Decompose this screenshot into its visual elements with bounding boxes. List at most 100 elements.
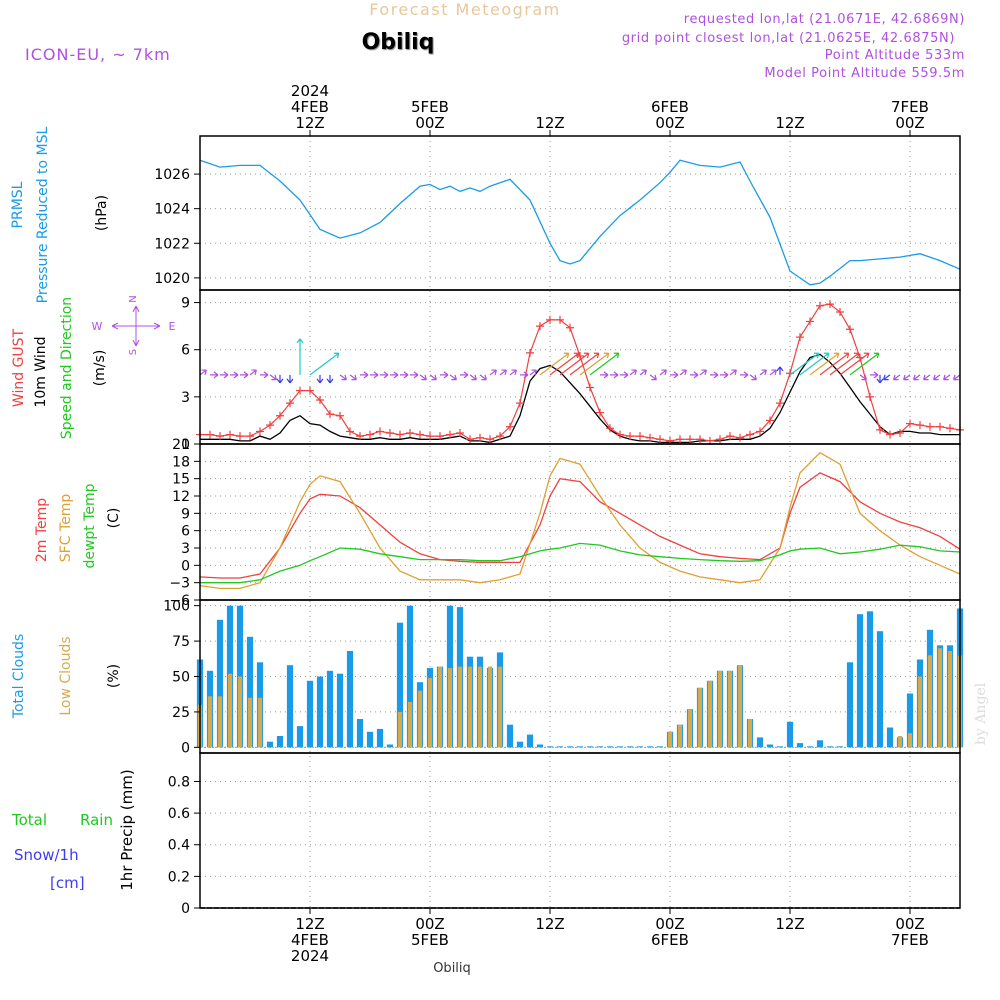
gust-marker xyxy=(316,396,324,404)
wind-direction-arrow xyxy=(769,369,777,376)
gust-marker xyxy=(206,430,214,439)
total-cloud-bar xyxy=(216,619,224,748)
wind-direction-arrow xyxy=(829,352,860,376)
wind-direction-arrow xyxy=(759,369,767,376)
top-time-label: 6FEB xyxy=(651,98,689,116)
wind-direction-arrow xyxy=(776,366,784,375)
gust-marker xyxy=(496,432,504,441)
total-cloud-bar xyxy=(846,662,854,748)
gust-marker xyxy=(506,422,514,431)
wind-direction-arrow xyxy=(589,352,620,376)
gust-marker xyxy=(276,411,284,420)
total-cloud-bar xyxy=(616,746,624,748)
total-cloud-bar xyxy=(836,746,844,748)
total-cloud-bar xyxy=(386,744,394,748)
model-altitude: Model Point Altitude 559.5m xyxy=(764,66,965,81)
wind-tick-label: 3 xyxy=(181,390,190,406)
gust-marker xyxy=(836,308,844,316)
total-cloud-bar xyxy=(816,740,824,748)
temp-tick-label: 0 xyxy=(181,558,190,574)
gust-marker xyxy=(816,301,824,310)
gust-marker xyxy=(376,427,384,436)
temp-tick-label: 9 xyxy=(181,506,190,522)
bottom-time-label: 00Z xyxy=(895,915,924,933)
total-cloud-bar xyxy=(376,728,384,748)
clouds-unit: (%) xyxy=(106,664,122,688)
low-cloud-bar xyxy=(687,709,693,748)
precip-unit: 1hr Precip (mm) xyxy=(118,769,136,890)
low-cloud-bar xyxy=(747,719,753,748)
wind-direction-arrow xyxy=(260,371,269,379)
watermark: by Angel xyxy=(973,682,989,745)
pressure-line xyxy=(199,159,961,286)
point-altitude: Point Altitude 533m xyxy=(825,48,965,63)
wind-direction-arrow xyxy=(419,374,427,381)
gust-marker xyxy=(406,429,414,437)
gust-marker xyxy=(846,325,854,334)
wind-speed-line xyxy=(200,353,960,444)
gust-marker xyxy=(886,430,894,439)
gust-marker xyxy=(926,422,934,431)
clouds-tick-label: 0 xyxy=(181,740,190,756)
total-cloud-bar xyxy=(556,746,564,748)
low-cloud-bar xyxy=(447,668,453,748)
wind-direction-arrow xyxy=(249,369,257,376)
wind-label: 10m Wind xyxy=(33,336,49,407)
wind-direction-arrow xyxy=(520,371,529,379)
wind-tick-label: 6 xyxy=(181,343,190,359)
bottom-time-label: 12Z xyxy=(295,915,324,933)
top-time-label: 4FEB xyxy=(291,98,329,116)
total-cloud-bar xyxy=(636,746,644,748)
low-cloud-bar xyxy=(707,680,713,748)
gust-marker xyxy=(806,317,814,326)
wind-direction-arrow xyxy=(893,374,901,381)
temp-panel-frame xyxy=(199,443,961,601)
temp-unit: (C) xyxy=(106,508,122,529)
chart-title: Forecast Meteogram xyxy=(369,0,560,19)
pressure-panel-frame xyxy=(199,135,961,291)
low-cloud-bar xyxy=(467,666,473,748)
bottom-time-label: 4FEB xyxy=(291,931,329,949)
clouds-tick-label: 50 xyxy=(172,670,190,686)
total-cloud-bar xyxy=(646,746,654,748)
gust-marker xyxy=(306,386,314,395)
low-cloud-bar xyxy=(677,724,683,748)
wind-direction-arrow xyxy=(710,371,719,379)
total-rain-label: Total xyxy=(11,811,47,829)
gust-marker xyxy=(246,432,254,441)
precip-tick-label: 0.6 xyxy=(168,806,190,822)
gust-marker xyxy=(766,416,774,425)
wind-direction-arrow xyxy=(579,352,610,376)
wind-direction-arrow xyxy=(649,374,657,381)
low-clouds-label: Low Clouds xyxy=(58,636,74,715)
total-cloud-bar xyxy=(296,726,304,748)
clouds-tick-label: 100 xyxy=(163,599,190,615)
bottom-time-label: 2024 xyxy=(291,947,329,965)
top-time-label: 7FEB xyxy=(891,98,929,116)
wind-direction-arrow xyxy=(729,369,737,376)
gust-marker xyxy=(896,429,904,437)
temp-tick-label: −6 xyxy=(169,593,190,609)
total-cloud-bar xyxy=(406,605,414,748)
wind-direction-arrow xyxy=(326,374,334,384)
low-cloud-bar xyxy=(457,666,463,748)
wind-direction-arrow xyxy=(620,371,629,379)
gust-marker xyxy=(466,435,474,444)
wind-direction-arrow xyxy=(390,371,399,379)
top-time-label: 5FEB xyxy=(411,98,449,116)
wind-direction-arrow xyxy=(360,371,369,379)
wind-direction-arrow xyxy=(479,374,487,381)
gust-marker xyxy=(876,425,884,434)
gust-marker xyxy=(476,433,484,442)
top-time-label: 00Z xyxy=(655,114,684,132)
wind-direction-arrow xyxy=(539,352,570,376)
gust-marker xyxy=(686,435,694,444)
wind-direction-arrow xyxy=(276,374,284,384)
gust-marker xyxy=(386,429,394,437)
wind-direction-arrow xyxy=(296,338,304,375)
gust-marker xyxy=(936,422,944,431)
low-cloud-bar xyxy=(947,651,953,748)
gust-marker xyxy=(226,430,234,439)
precip-tick-label: 0.8 xyxy=(168,774,190,790)
wind-dir-label: Speed and Direction xyxy=(59,297,75,439)
